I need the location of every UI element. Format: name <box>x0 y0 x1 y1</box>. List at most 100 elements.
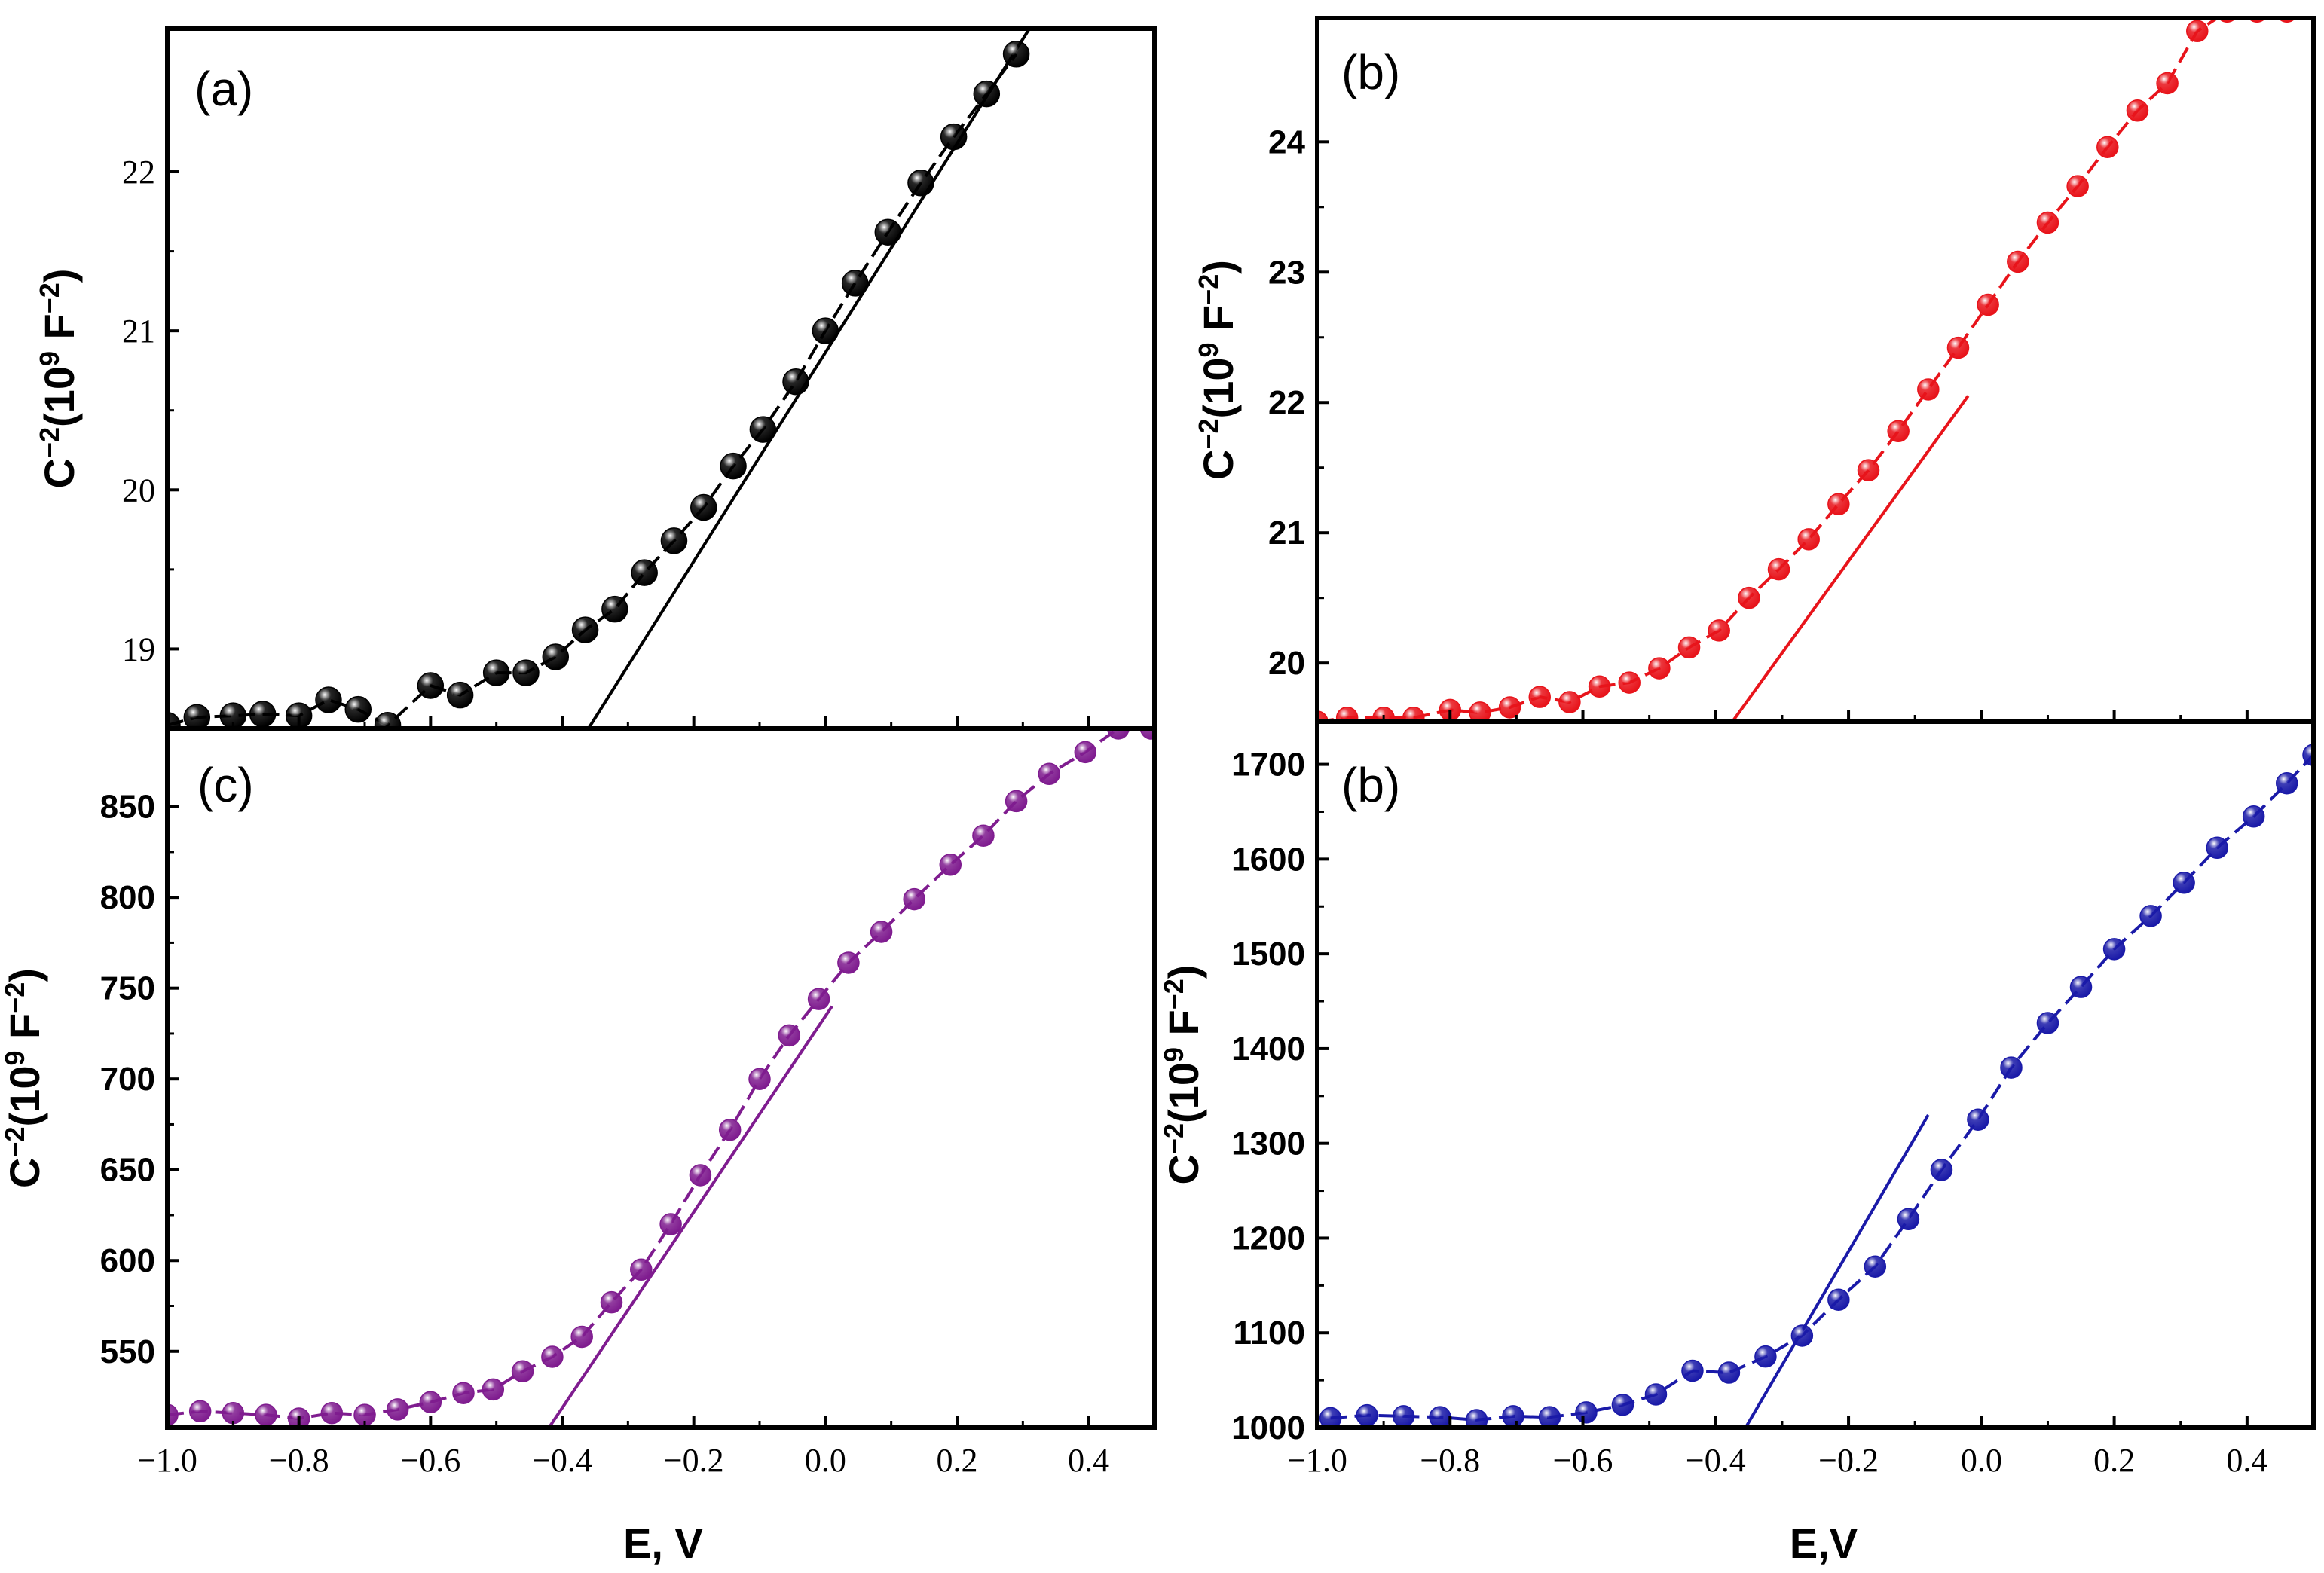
data-point <box>320 1401 344 1425</box>
y-tick-label: 21 <box>122 313 155 350</box>
y-axis-title: C−2(109 F−2) <box>0 968 48 1188</box>
data-point <box>1644 1383 1668 1406</box>
data-point <box>1402 707 1425 722</box>
y-tick-label: 1200 <box>1231 1220 1305 1257</box>
y-tick-label: 19 <box>122 631 155 667</box>
y-tick-label: 1000 <box>1231 1410 1305 1446</box>
data-point <box>1392 1405 1415 1428</box>
x-tick-label: 0.4 <box>2226 1442 2267 1479</box>
y-axis-title: C−2(109 F−2) <box>34 269 83 489</box>
data-point <box>874 218 902 246</box>
data-point <box>2206 836 2228 860</box>
data-point <box>446 681 474 709</box>
data-point <box>1681 1359 1704 1382</box>
plot-frame <box>165 726 1157 1430</box>
y-tick-label: 1500 <box>1231 936 1305 973</box>
data-point <box>1790 1324 1814 1347</box>
data-point <box>1356 1403 1378 1427</box>
data-point <box>631 559 658 586</box>
y-tick-label: 22 <box>122 154 155 191</box>
y-axis-title: C−2(109 F−2) <box>1158 965 1207 1185</box>
data-point <box>907 170 934 197</box>
y-tick-label: 800 <box>100 879 155 916</box>
data-point <box>1648 657 1671 680</box>
data-point <box>630 1258 653 1281</box>
data-point <box>1887 420 1910 443</box>
data-point <box>167 1403 179 1426</box>
data-point <box>720 452 747 480</box>
data-point <box>972 824 995 847</box>
y-tick-label: 1100 <box>1234 1315 1305 1352</box>
x-tick-label: 0.4 <box>1068 1442 1109 1479</box>
data-point <box>1897 1208 1920 1231</box>
data-point <box>1717 1361 1741 1384</box>
data-point <box>1827 493 1850 515</box>
x-tick-label: −0.4 <box>532 1442 592 1479</box>
data-point <box>2007 250 2029 273</box>
data-point <box>2036 1012 2059 1034</box>
data-point <box>782 368 809 396</box>
y-axis-title: C−2(109 F−2) <box>1193 260 1242 480</box>
y-tick-label: 1600 <box>1231 841 1305 878</box>
y-tick-label: 1300 <box>1231 1126 1305 1162</box>
data-point <box>1797 528 1820 551</box>
panel-b-top: 20 21 22 23 24 (b) C−2(109 F−2) <box>1193 16 2316 724</box>
data-point <box>940 123 968 151</box>
data-point <box>659 1213 682 1235</box>
series-line <box>1330 753 2313 1422</box>
data-point <box>807 988 830 1010</box>
data-point <box>749 416 777 443</box>
data-point <box>601 595 628 623</box>
data-point <box>1335 707 1359 722</box>
data-point <box>2139 905 2162 927</box>
data-point <box>1738 586 1760 609</box>
panel-b-bottom: 1000 1100 1200 1300 1400 1500 1600 1700 −1.0 −0.8… <box>1158 719 2316 1567</box>
panel-label: (a) <box>194 62 253 116</box>
data-point <box>1588 675 1611 698</box>
panel-label: (c) <box>197 758 254 812</box>
data-point <box>511 1360 534 1383</box>
data-point <box>2275 772 2298 795</box>
y-tick-label: 700 <box>100 1061 155 1098</box>
data-point <box>1429 1406 1451 1428</box>
x-tick-label: −1.0 <box>137 1442 197 1479</box>
x-tick-label: −1.0 <box>1287 1442 1347 1479</box>
plot-frame <box>1315 719 2316 1430</box>
data-point <box>1967 1108 1989 1131</box>
panel-label: (b) <box>1341 45 1400 99</box>
data-point <box>1767 557 1790 581</box>
data-point <box>1319 1407 1342 1428</box>
data-point <box>249 701 277 728</box>
data-point <box>690 493 717 521</box>
data-point <box>1930 1159 1953 1181</box>
data-point <box>1977 293 1999 316</box>
series-line <box>167 53 1018 728</box>
data-point <box>1677 636 1701 659</box>
fit-line <box>1744 1113 1930 1428</box>
data-point <box>2173 872 2195 894</box>
data-point <box>1465 1409 1488 1428</box>
plot-frame <box>1315 16 2316 724</box>
data-point <box>167 712 181 728</box>
x-tick-label: −0.8 <box>269 1442 329 1479</box>
data-point <box>1754 1345 1777 1368</box>
fit-line <box>547 1005 833 1428</box>
x-tick-label: −0.2 <box>664 1442 724 1479</box>
y-tick-label: 750 <box>100 970 155 1007</box>
data-point <box>1946 336 1970 359</box>
y-tick-label: 600 <box>100 1242 155 1279</box>
data-point <box>482 659 510 686</box>
data-point <box>2066 175 2089 197</box>
x-tick-label: 0.2 <box>937 1442 978 1479</box>
data-point <box>542 643 570 670</box>
data-point <box>482 1378 505 1401</box>
data-point <box>1618 671 1641 694</box>
data-point <box>571 616 599 643</box>
data-point <box>870 921 893 943</box>
data-point <box>1502 1405 1524 1428</box>
data-point <box>600 1290 623 1314</box>
y-tick-label: 20 <box>1268 645 1305 682</box>
data-point <box>452 1382 475 1404</box>
data-point <box>1005 790 1028 813</box>
